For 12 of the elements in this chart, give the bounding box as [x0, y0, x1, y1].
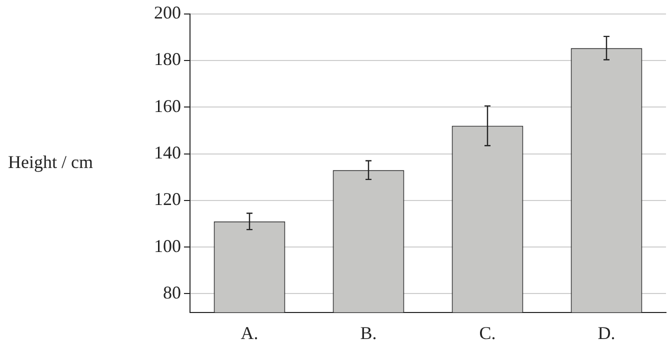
y-tick-label: 120 — [154, 189, 181, 210]
y-tick-label: 80 — [163, 282, 181, 302]
y-tick-label: 160 — [154, 96, 181, 116]
y-tick-label: 180 — [154, 49, 181, 70]
y-tick-label: 100 — [154, 236, 181, 256]
x-tick-label: B. — [360, 322, 377, 343]
y-tick-label: 140 — [154, 142, 181, 163]
x-tick-label: D. — [598, 322, 616, 343]
y-axis-title: Height / cm — [8, 152, 93, 172]
x-tick-label: A. — [240, 322, 258, 343]
x-tick-label: C. — [479, 322, 496, 343]
y-tick-label: 200 — [154, 2, 181, 23]
